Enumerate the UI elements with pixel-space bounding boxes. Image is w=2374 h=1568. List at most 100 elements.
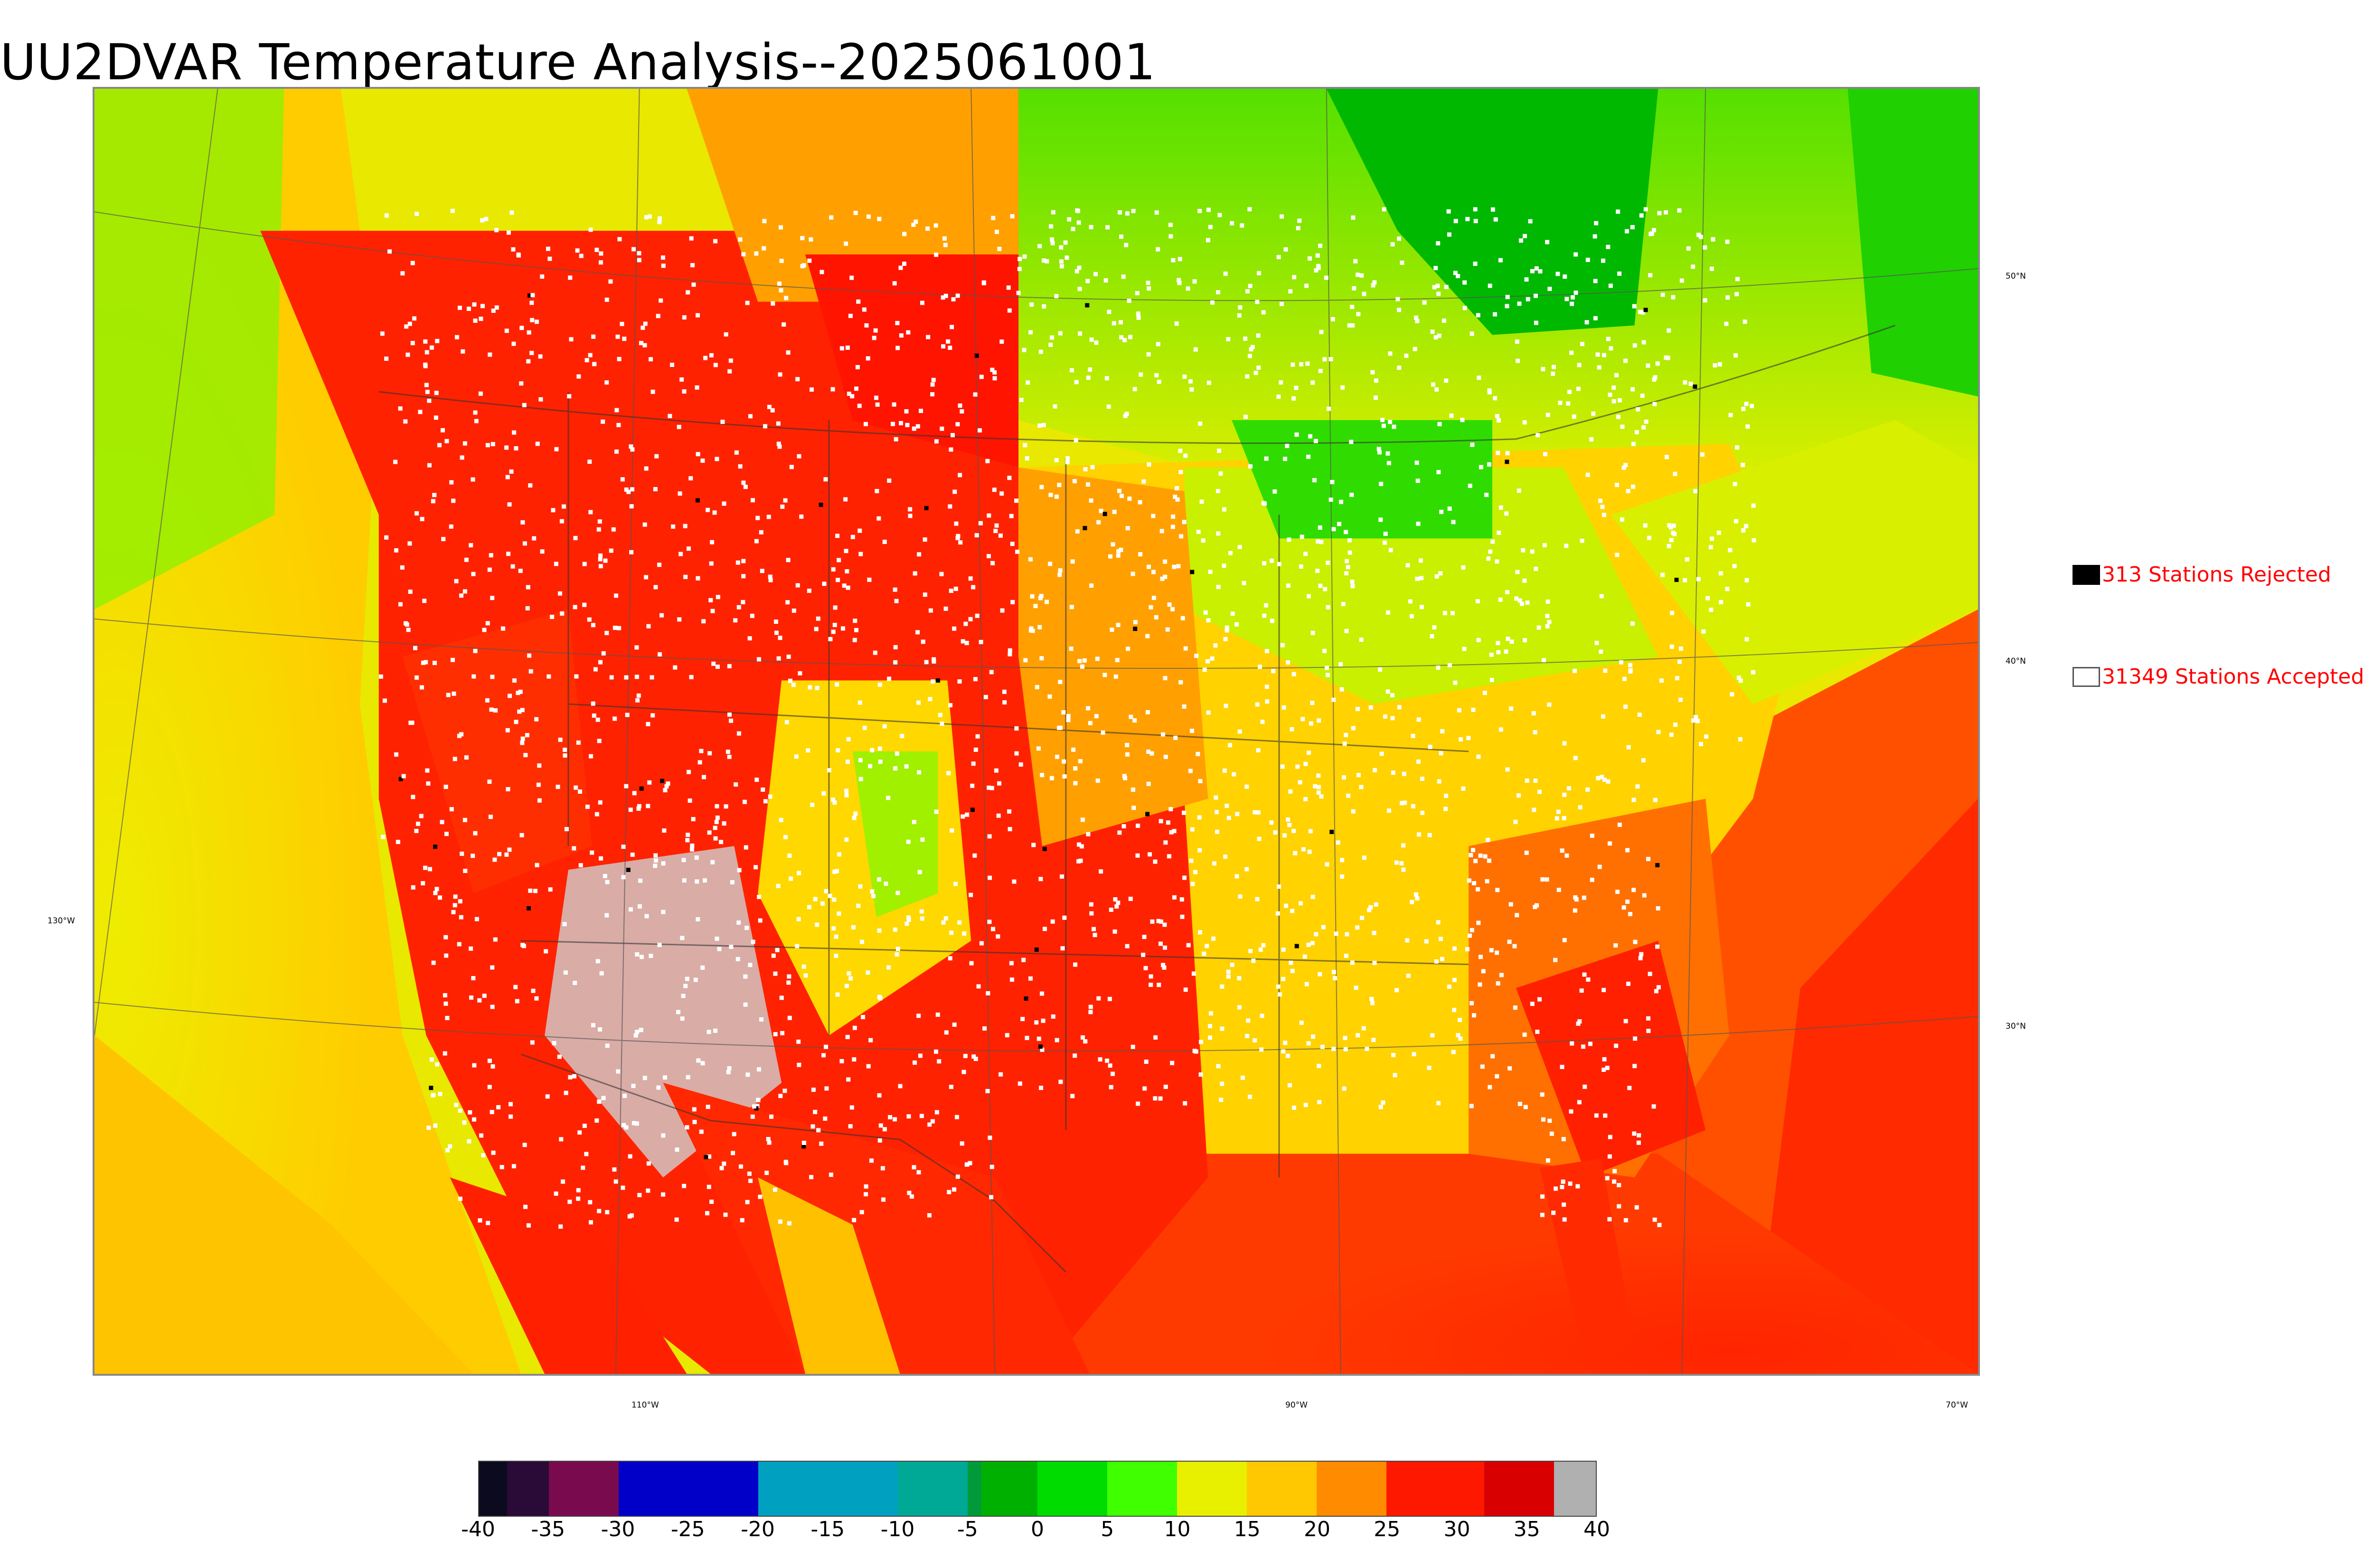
station-dot — [1038, 349, 1043, 354]
station-dot — [1177, 278, 1181, 282]
station-dot — [591, 334, 596, 339]
station-dot — [1317, 1100, 1322, 1105]
station-dot — [1199, 499, 1204, 504]
station-dot — [1478, 853, 1483, 858]
station-dot — [1553, 958, 1558, 962]
station-dot — [1420, 810, 1425, 815]
station-dot — [1507, 1066, 1512, 1071]
station-dot — [1688, 381, 1693, 386]
station-dot — [1226, 974, 1231, 979]
station-dot — [919, 409, 923, 413]
station-dot — [942, 236, 947, 241]
station-dot — [1442, 611, 1447, 616]
station-dot — [1422, 300, 1427, 305]
station-dot — [925, 226, 930, 231]
station-dot — [642, 1076, 647, 1080]
station-dot — [1002, 689, 1007, 694]
station-dot — [729, 718, 734, 723]
station-dot — [859, 1210, 864, 1214]
station-dot — [1104, 376, 1109, 381]
station-dot — [1177, 281, 1182, 285]
station-dot — [1654, 989, 1658, 994]
station-dot — [778, 372, 782, 377]
station-dot — [789, 465, 794, 469]
station-dot — [1447, 984, 1451, 989]
station-dot — [1594, 221, 1599, 225]
station-dot — [1734, 519, 1739, 524]
station-dot — [1551, 371, 1555, 376]
station-dot — [591, 1023, 595, 1028]
station-dot — [796, 917, 801, 921]
station-dot — [1444, 378, 1449, 383]
station-dot — [509, 469, 514, 474]
station-dot — [1569, 1109, 1573, 1114]
station-dot — [464, 557, 469, 562]
station-dot — [787, 1221, 791, 1226]
station-dot — [1099, 869, 1103, 874]
station-dot — [486, 1221, 490, 1225]
station-dot — [654, 454, 659, 459]
station-dot — [1424, 939, 1429, 944]
station-dot — [1415, 576, 1420, 581]
station-dot — [831, 926, 836, 931]
station-dot — [1050, 237, 1055, 242]
station-dot — [1585, 787, 1590, 792]
station-dot — [707, 1030, 711, 1034]
station-dot — [992, 376, 997, 381]
station-dot — [1245, 289, 1250, 294]
station-dot — [1183, 453, 1188, 458]
station-dot — [973, 1057, 978, 1061]
station-dot — [1633, 1036, 1638, 1041]
station-dot — [1467, 878, 1471, 883]
station-dot — [1537, 997, 1542, 1002]
station-dot — [528, 293, 532, 298]
station-dot — [953, 586, 958, 591]
station-dot — [598, 564, 603, 569]
station-dot — [809, 387, 814, 392]
station-dot — [1037, 625, 1042, 629]
station-dot — [478, 391, 483, 396]
station-dot — [636, 806, 641, 811]
colorbar-segment — [967, 1462, 982, 1516]
station-dot — [840, 626, 845, 631]
station-dot — [519, 326, 524, 330]
station-dot — [987, 513, 991, 518]
station-dot — [1378, 517, 1383, 522]
station-dot — [1103, 278, 1108, 283]
station-dot — [997, 246, 1002, 251]
station-dot — [877, 746, 882, 751]
station-dot — [743, 974, 748, 979]
station-dot — [1498, 505, 1503, 510]
station-dot — [1178, 449, 1183, 453]
station-dot — [1597, 365, 1602, 370]
station-dot — [1122, 774, 1127, 779]
station-dot — [1489, 677, 1494, 682]
station-dot — [1136, 1101, 1140, 1106]
station-dot — [1582, 895, 1586, 900]
colorbar-segment — [1316, 1462, 1386, 1516]
station-dot — [943, 293, 948, 298]
station-dot — [1744, 524, 1749, 528]
station-dot — [699, 1129, 704, 1134]
station-dot — [1406, 973, 1411, 978]
station-dot — [1076, 859, 1081, 864]
station-dot — [1188, 769, 1193, 773]
accepted-label: 31349 Stations Accepted — [2102, 665, 2365, 689]
station-dot — [568, 1075, 573, 1080]
station-dot — [1296, 226, 1300, 231]
station-dot — [1287, 823, 1292, 827]
station-dot — [1469, 1104, 1474, 1108]
station-dot — [1307, 849, 1312, 854]
station-dot — [895, 346, 900, 350]
station-dot — [775, 948, 780, 952]
station-dot — [540, 549, 545, 554]
station-dot — [717, 947, 722, 951]
station-dot — [1430, 634, 1434, 638]
station-dot — [653, 487, 658, 491]
station-dot — [616, 1069, 621, 1074]
station-dot — [1182, 704, 1187, 709]
station-dot — [1280, 214, 1284, 219]
station-dot — [852, 1218, 857, 1222]
colorbar-segment — [1484, 1462, 1554, 1516]
station-dot — [1157, 983, 1161, 987]
